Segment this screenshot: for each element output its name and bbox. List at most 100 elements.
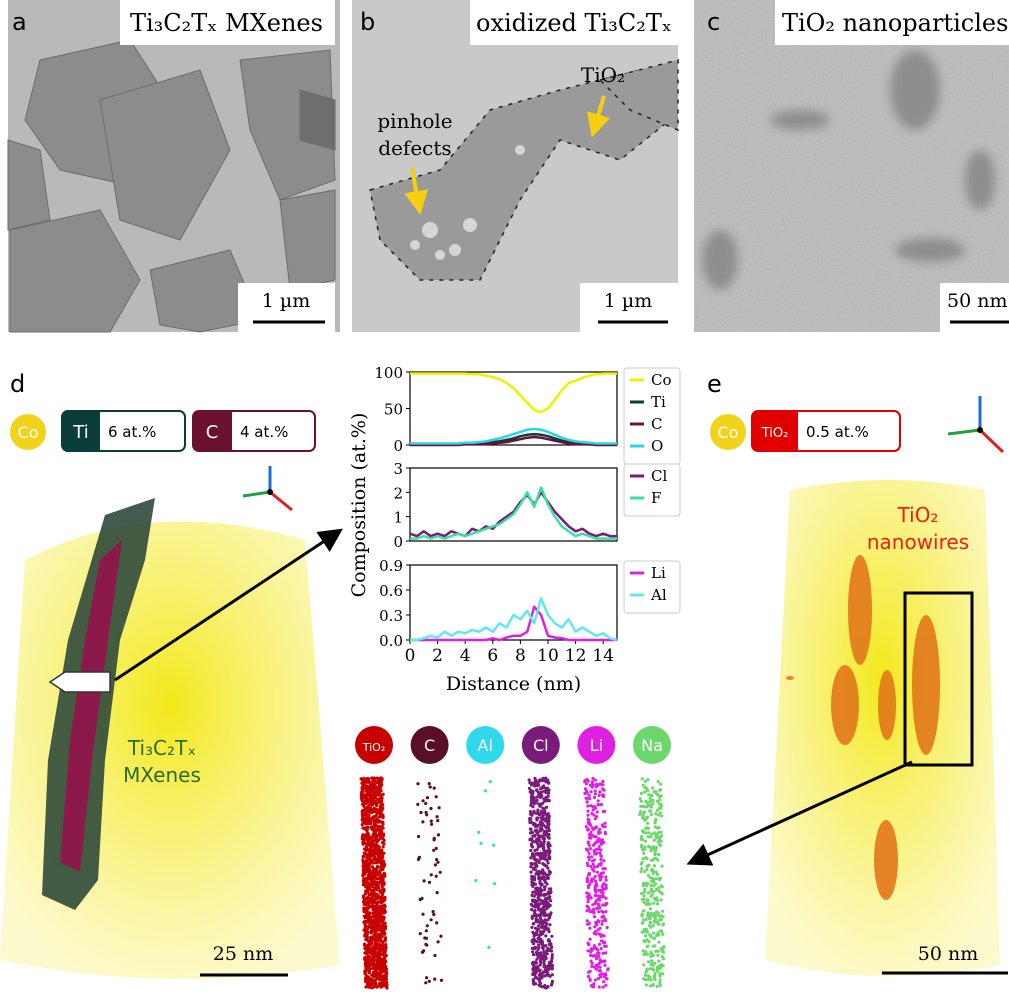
atom-dot — [543, 840, 546, 843]
atom-dot — [546, 787, 549, 790]
atom-dot — [551, 980, 554, 983]
atom-dot — [381, 837, 384, 840]
atom-dot — [656, 920, 659, 923]
atom-dot — [548, 923, 551, 926]
legend-label: C — [206, 422, 219, 443]
atom-dot — [366, 985, 369, 988]
atom-dot — [369, 950, 372, 953]
atom-dot — [659, 978, 662, 981]
atom-dot — [655, 836, 658, 839]
atom-dot — [599, 889, 602, 892]
atom-dot — [551, 966, 554, 969]
atom-dot — [586, 804, 589, 807]
atom-dot — [361, 786, 364, 789]
atom-dot — [534, 780, 537, 783]
atom-dot — [590, 812, 593, 815]
atom-dot — [539, 858, 542, 861]
atom-dot — [381, 981, 384, 984]
atom-dot — [380, 896, 383, 899]
atom-dot — [430, 873, 433, 876]
atom-dot — [364, 819, 367, 822]
atom-dot — [377, 780, 380, 783]
atom-dot — [586, 880, 589, 883]
y-tick-label: 50 — [384, 401, 403, 419]
atom-dot — [645, 787, 648, 790]
atom-dot — [381, 859, 384, 862]
atom-dot — [603, 960, 606, 963]
atom-dot — [656, 800, 659, 803]
atom-dot — [602, 859, 605, 862]
atom-dot — [539, 813, 542, 816]
atom-dot — [601, 838, 604, 841]
atom-dot — [368, 874, 371, 877]
atom-dot — [537, 925, 540, 928]
atom-dot — [550, 935, 553, 938]
atom-dot — [368, 978, 371, 981]
atom-dot — [533, 777, 536, 780]
legend-value: 0.5 at.% — [806, 423, 869, 441]
atom-dot — [543, 856, 546, 859]
y-tick-label: 2 — [393, 484, 403, 502]
atom-dot — [548, 887, 551, 890]
atom-dot — [641, 922, 644, 925]
atom-dot — [377, 866, 380, 869]
atom-dot — [435, 921, 438, 924]
atom-dot — [585, 797, 588, 800]
atom-dot — [649, 907, 652, 910]
annotation: pinhole — [377, 109, 452, 133]
y-tick-label: 0.6 — [379, 582, 403, 600]
atom-dot — [589, 804, 592, 807]
atom-dot — [599, 854, 602, 857]
atom-dot — [644, 974, 647, 977]
atom-dot — [432, 910, 435, 913]
atom-dot — [598, 943, 601, 946]
atom-dot — [421, 820, 424, 823]
atom-dot — [379, 812, 382, 815]
atom-dot — [381, 985, 384, 988]
atom-dot — [653, 839, 656, 842]
tem-noise — [694, 0, 1009, 332]
atom-dot — [543, 809, 546, 812]
atom-dot — [647, 835, 650, 838]
atom-dot — [484, 789, 487, 792]
atom-dot — [649, 884, 652, 887]
atom-dot — [591, 826, 594, 829]
atom-dot — [594, 875, 597, 878]
atom-dot — [543, 974, 546, 977]
atom-dot — [376, 985, 379, 988]
atom-dot — [548, 829, 551, 832]
atom-dot — [369, 822, 372, 825]
atom-dot — [529, 865, 532, 868]
y-tick-label: 0 — [393, 533, 403, 551]
atom-dot — [540, 810, 543, 813]
atom-dot — [543, 786, 546, 789]
atom-dot — [597, 830, 600, 833]
panel-e: e Co TiO₂ 0.5 at.% TiO₂ nanowires 50 nm — [692, 370, 1008, 976]
panel-a: Ti₃C₂Tₓ MXenes a 1 µm — [8, 0, 340, 332]
atom-dot — [595, 835, 598, 838]
atom-dot — [361, 778, 364, 781]
atom-dot — [661, 910, 664, 913]
atom-dot — [369, 930, 372, 933]
atom-dot — [594, 930, 597, 933]
atom-dot — [382, 876, 385, 879]
atom-dot — [538, 952, 541, 955]
atom-dot — [382, 845, 385, 848]
atom-dot — [425, 944, 428, 947]
atom-dot — [367, 809, 370, 812]
scale-label: 25 nm — [213, 943, 273, 965]
atom-dot — [599, 858, 602, 861]
atom-dot — [432, 913, 435, 916]
atom-dot — [375, 908, 378, 911]
atom-dot — [537, 896, 540, 899]
legend-label: F — [651, 489, 661, 507]
x-tick-label: 14 — [592, 646, 614, 666]
atom-dot — [535, 969, 538, 972]
atom-dot — [528, 778, 531, 781]
legend-label: Cl — [651, 467, 667, 485]
atom-dot — [588, 883, 591, 886]
atom-dot — [532, 922, 535, 925]
atom-dot — [546, 918, 549, 921]
atom-dot — [651, 893, 654, 896]
atom-dot — [655, 910, 658, 913]
